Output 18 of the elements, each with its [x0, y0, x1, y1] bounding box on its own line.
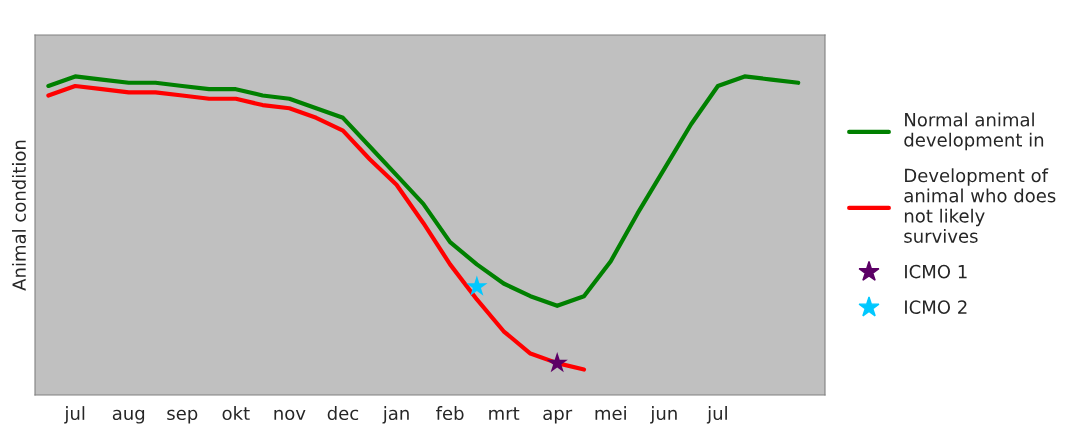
x-tick-label: jan: [382, 406, 409, 424]
x-tick-label: mei: [595, 406, 626, 421]
x-tick-label: apr: [543, 409, 573, 424]
y-axis-title: Animal condition: [11, 140, 26, 291]
x-tick-label: sep: [167, 409, 198, 424]
legend-label: ICMO 1: [905, 264, 967, 279]
x-tick-label: feb: [436, 406, 464, 421]
x-tick-label: okt: [222, 406, 250, 421]
legend-label: Normal animal development in: [904, 112, 1044, 151]
legend-label: ICMO 2: [905, 300, 967, 314]
x-tick-label: nov: [274, 409, 306, 421]
x-tick-label: aug: [112, 409, 145, 424]
x-tick-label: dec: [327, 406, 359, 421]
x-tick-label: mrt: [489, 407, 520, 420]
x-tick-label: jun: [650, 406, 677, 424]
x-tick-label: jul: [706, 406, 727, 424]
legend-label: Development of animal who does not likely survives: [904, 168, 1056, 243]
x-tick-label: jul: [64, 406, 85, 424]
